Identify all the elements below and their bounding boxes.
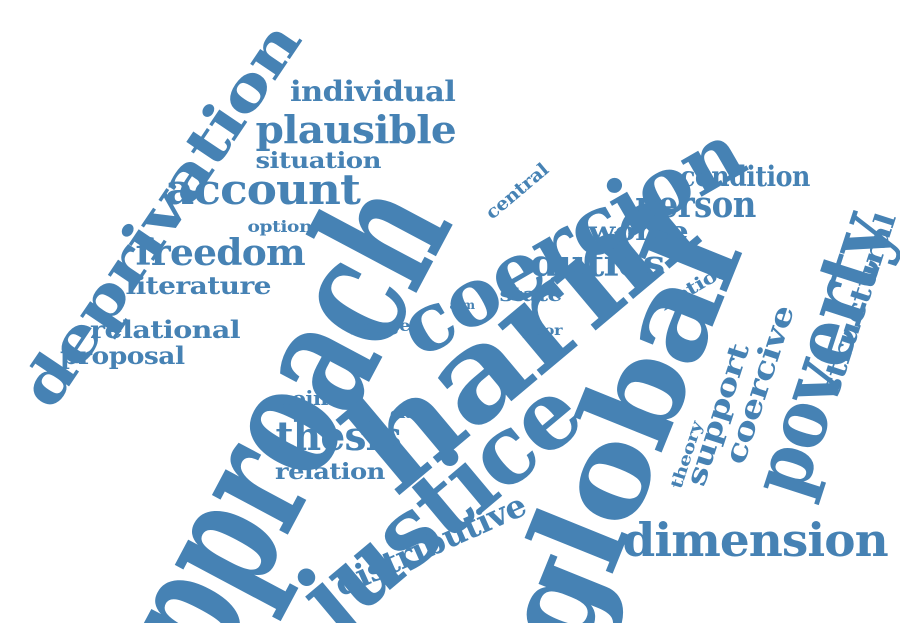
word-claim: claim <box>390 406 438 422</box>
word-proposal: proposal <box>59 341 185 370</box>
word-condition: condition <box>679 160 810 193</box>
word-duties: duties <box>529 243 665 285</box>
word-pogge: pogge <box>350 316 410 335</box>
word-account: account <box>164 165 361 214</box>
word-individual: individual <box>289 75 455 108</box>
word-relation: relation <box>275 459 385 485</box>
word-option: option <box>247 217 313 236</box>
word-relational: relational <box>90 315 241 344</box>
word-worse: worse <box>587 217 689 247</box>
word-person: person <box>635 184 756 226</box>
word-dimension: dimension <box>622 513 889 567</box>
word-poor: poor <box>522 323 562 339</box>
word-point: point <box>276 386 337 410</box>
word-state: state <box>498 282 562 306</box>
word-literature: literature <box>125 271 271 300</box>
word-aim: aim <box>449 298 475 312</box>
word-plausible: plausible <box>254 107 456 152</box>
word-situation: situation <box>255 148 381 174</box>
word-thesis: thesis <box>275 413 401 460</box>
word-freedom: freedom <box>135 232 305 274</box>
